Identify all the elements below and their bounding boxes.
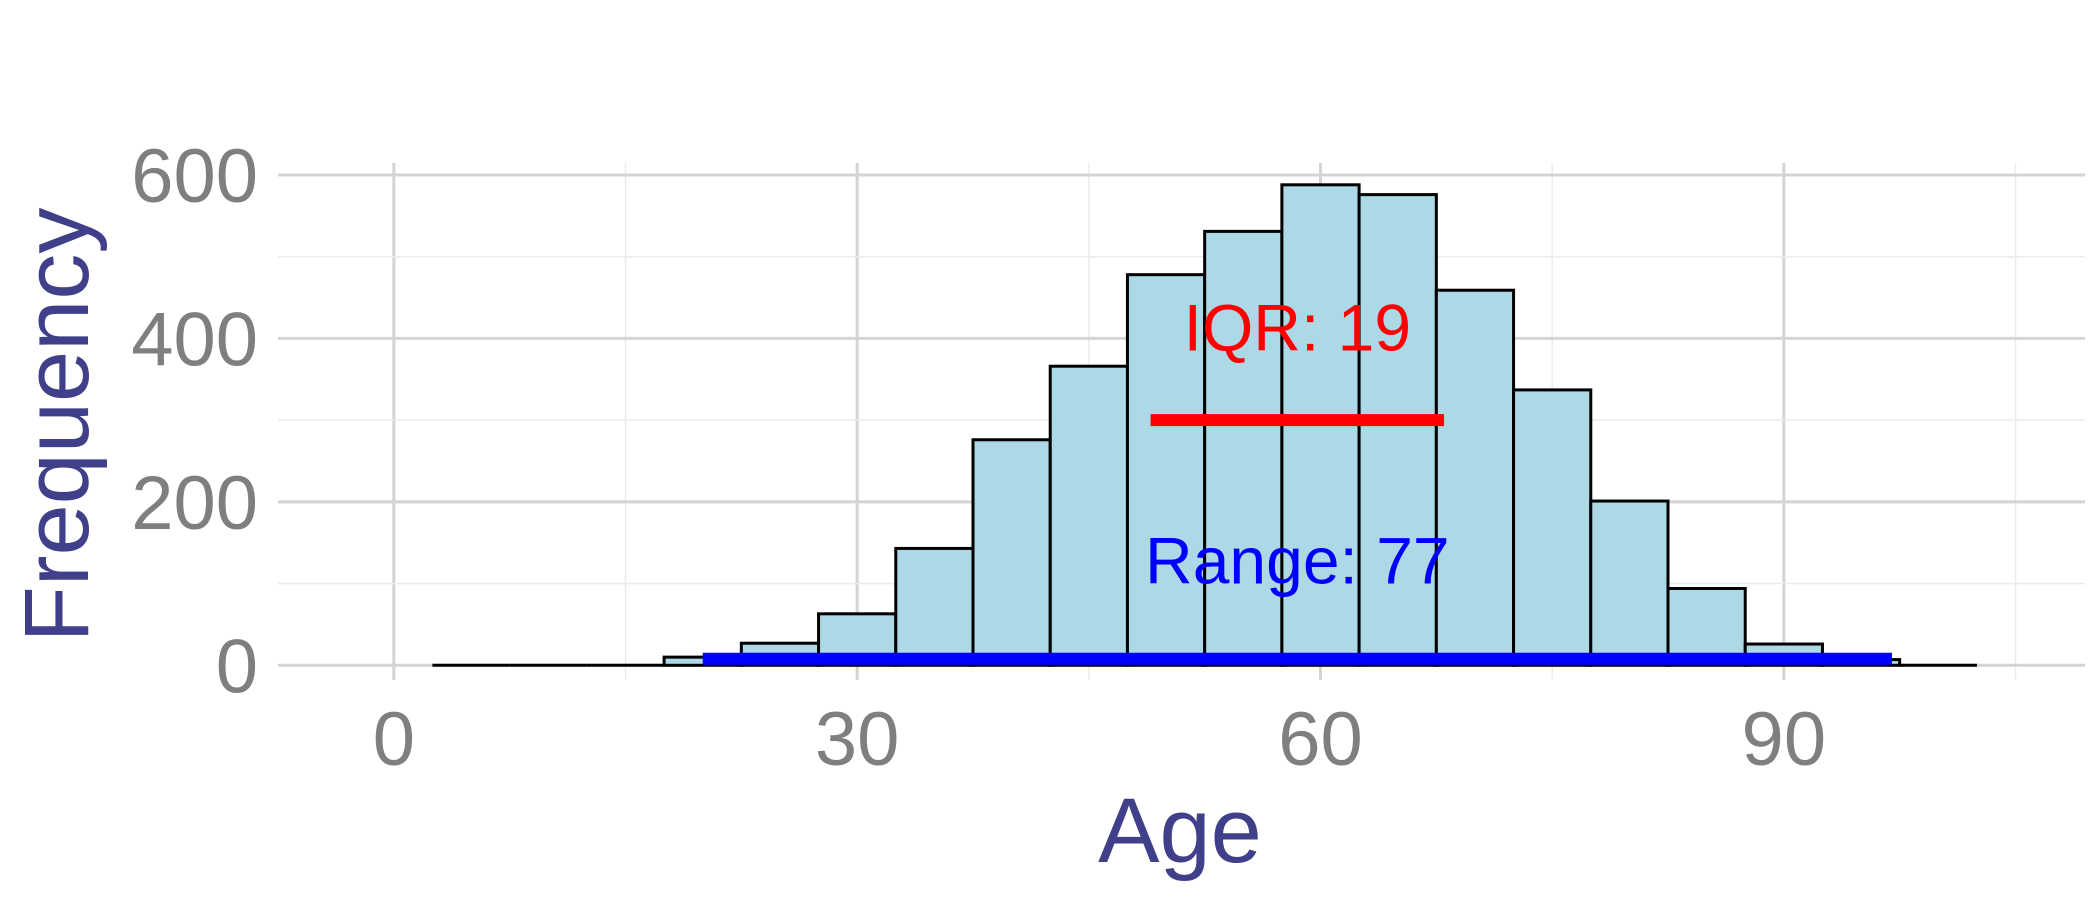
y-tick-label: 0	[216, 624, 258, 709]
histogram-bar	[1048, 364, 1129, 667]
x-tick-label: 90	[1742, 697, 1827, 782]
range-label: Range: 77	[1145, 524, 1450, 598]
x-tick-labels: 0 30 60 90	[373, 697, 1826, 782]
x-tick-label: 0	[373, 697, 415, 782]
histogram-bar	[1434, 288, 1516, 667]
x-axis-title: Age	[1098, 780, 1262, 882]
y-tick-label: 600	[131, 134, 258, 219]
bars	[432, 183, 1977, 667]
annotation-labels: IQR: 19 Range: 77	[1145, 291, 1450, 598]
y-tick-labels: 0 200 400 600	[131, 134, 258, 709]
y-tick-label: 200	[131, 461, 258, 546]
histogram-bar	[971, 438, 1052, 667]
y-axis-title: Frequency	[6, 208, 108, 643]
histogram-bar	[1203, 229, 1284, 667]
histogram-bar	[1357, 193, 1438, 667]
histogram-bar	[1125, 273, 1207, 667]
annotation-lines	[702, 414, 1892, 665]
iqr-label: IQR: 19	[1184, 291, 1411, 365]
x-tick-label: 30	[815, 697, 900, 782]
y-tick-label: 400	[131, 297, 258, 382]
histogram-bar	[894, 546, 975, 667]
histogram-bar	[1666, 586, 1747, 667]
x-tick-label: 60	[1278, 697, 1363, 782]
histogram-bar	[1589, 499, 1670, 667]
histogram-bar	[1512, 388, 1593, 667]
